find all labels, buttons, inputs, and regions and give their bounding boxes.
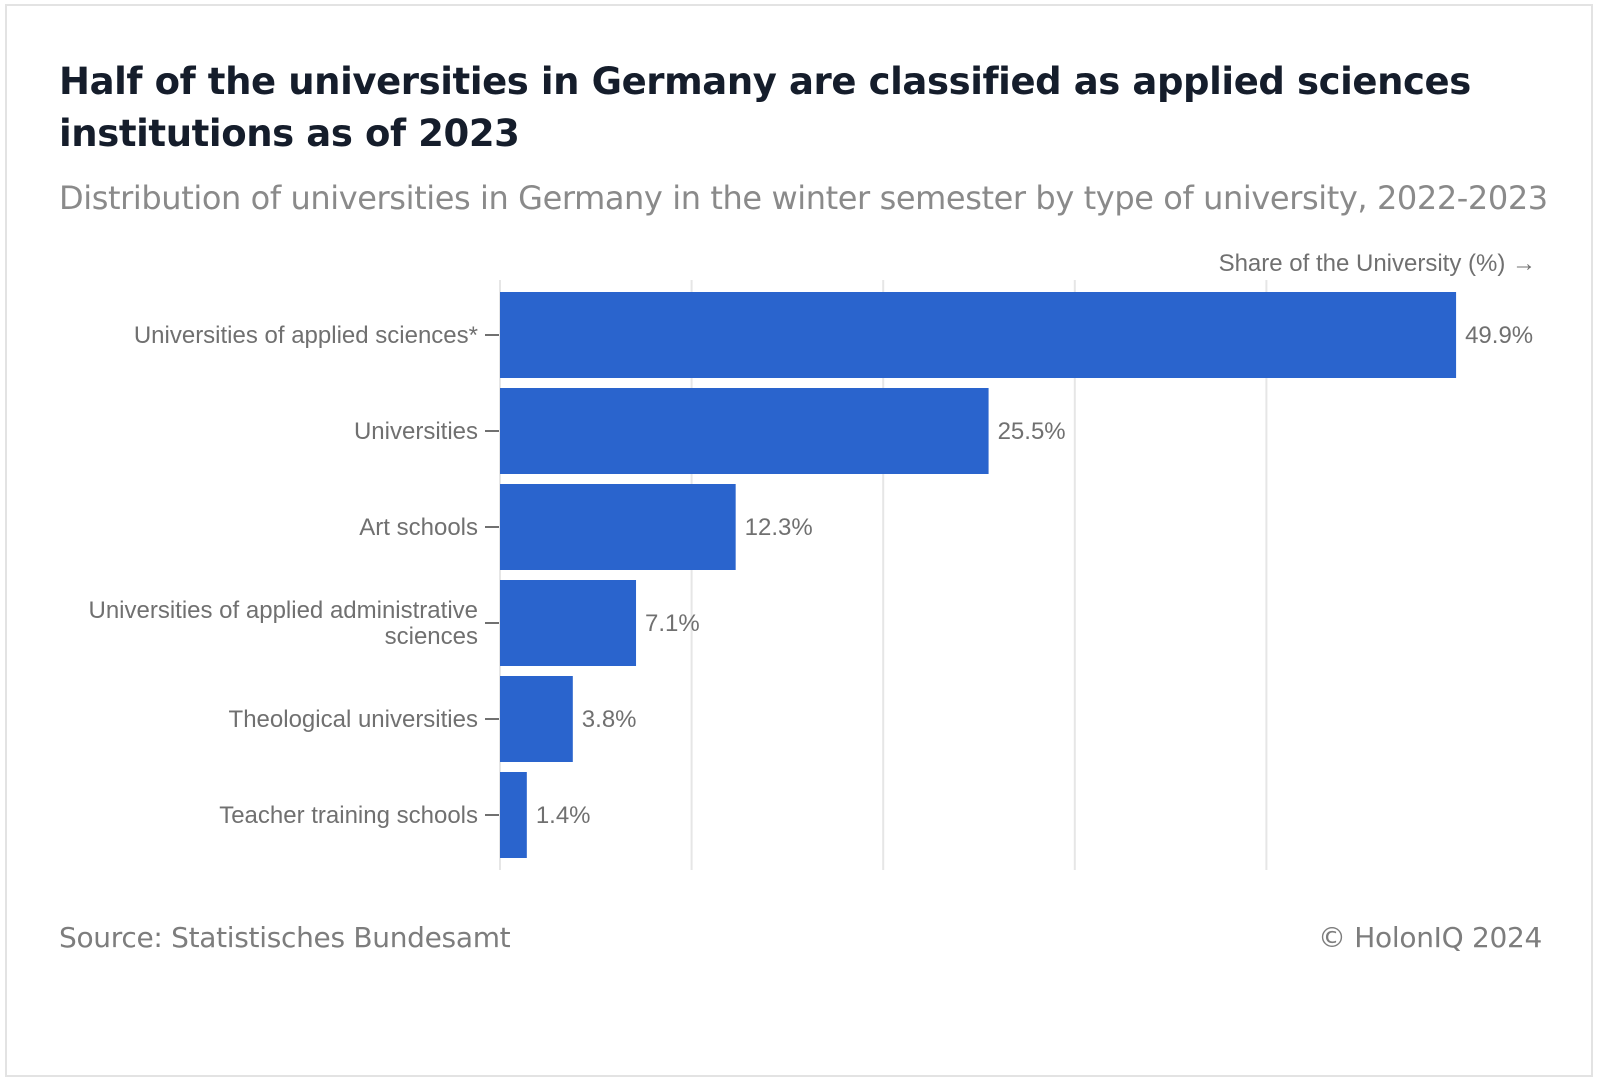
bar bbox=[500, 580, 637, 666]
labels: Universities of applied sciences* 49.9% Un… bbox=[88, 322, 1533, 829]
value-label: 1.4% bbox=[536, 802, 591, 829]
source-note: Source: Statistisches Bundesamt bbox=[59, 921, 511, 954]
bar bbox=[500, 772, 527, 858]
chart-card bbox=[5, 4, 1593, 1077]
bar bbox=[500, 484, 736, 570]
category-label: Universities of applied administrative bbox=[88, 597, 478, 624]
value-label: 7.1% bbox=[645, 610, 700, 637]
chart-subtitle: Distribution of universities in Germany … bbox=[59, 179, 1548, 217]
category-label: Theological universities bbox=[229, 706, 478, 733]
x-axis-title: Share of the University (%) → bbox=[1219, 250, 1536, 277]
category-label: Art schools bbox=[359, 514, 478, 541]
category-label: Teacher training schools bbox=[219, 802, 478, 829]
value-label: 3.8% bbox=[582, 706, 637, 733]
bar bbox=[500, 388, 989, 474]
category-label: Universities bbox=[354, 418, 478, 445]
bars bbox=[500, 292, 1457, 858]
category-label: sciences bbox=[385, 623, 478, 650]
copyright-note: © HolonIQ 2024 bbox=[1318, 921, 1542, 954]
value-label: 25.5% bbox=[998, 418, 1066, 445]
bar bbox=[500, 676, 573, 762]
bar bbox=[500, 292, 1457, 378]
value-label: 49.9% bbox=[1465, 322, 1533, 349]
chart-title: Half of the universities in Germany are … bbox=[59, 60, 1471, 155]
value-label: 12.3% bbox=[745, 514, 813, 541]
category-label: Universities of applied sciences* bbox=[134, 322, 478, 349]
gridlines bbox=[499, 280, 1268, 870]
